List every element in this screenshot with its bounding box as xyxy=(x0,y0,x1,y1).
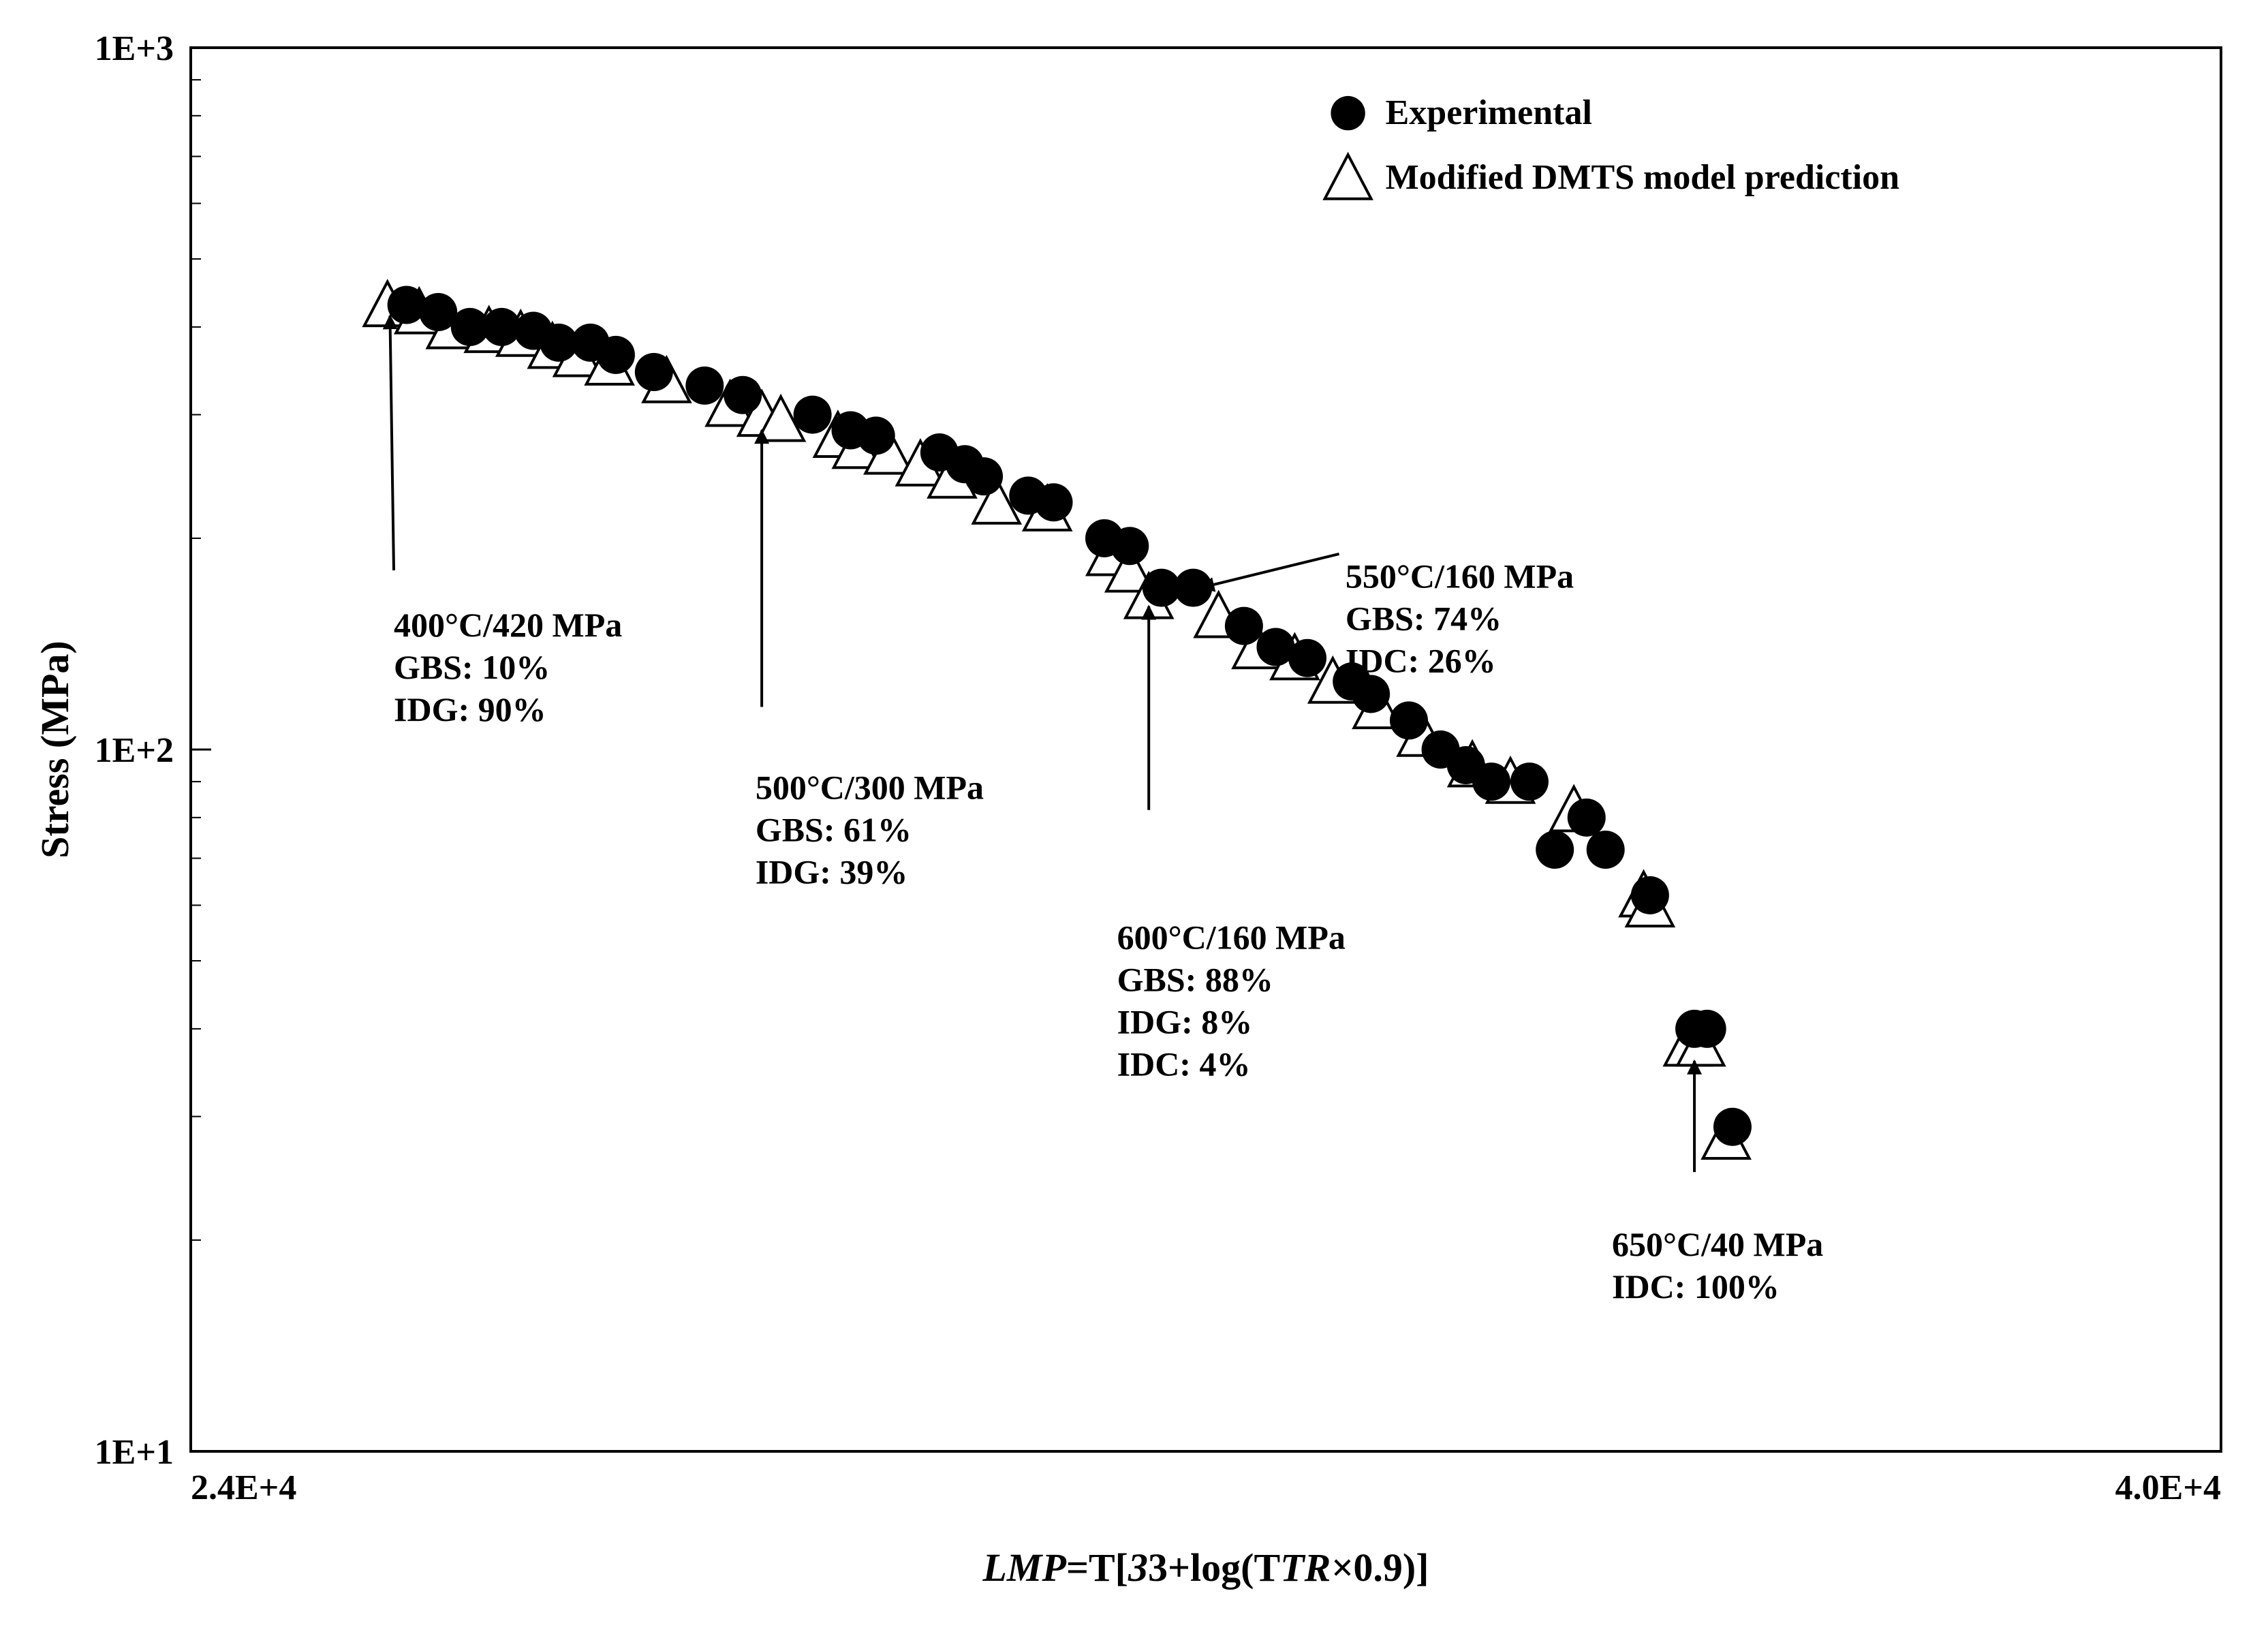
annotation-text: IDC: 100% xyxy=(1612,1267,1780,1306)
x-axis-title: LMP=T[33+log(TTR×0.9)] xyxy=(982,1545,1429,1590)
annotation-text: GBS: 88% xyxy=(1117,961,1273,999)
annotation-arrow xyxy=(1201,554,1339,588)
annotation-text: GBS: 74% xyxy=(1346,600,1502,638)
data-point-experimental xyxy=(1587,831,1625,869)
data-point-experimental xyxy=(1536,831,1574,869)
annotation-text: 550°C/160 MPa xyxy=(1346,557,1574,596)
x-tick-label: 2.4E+4 xyxy=(191,1468,296,1507)
annotation-text: IDC: 26% xyxy=(1346,642,1496,680)
data-point-experimental xyxy=(1631,876,1669,914)
data-point-experimental xyxy=(1174,569,1212,607)
legend-marker-circle-icon xyxy=(1331,96,1365,130)
plot-border xyxy=(191,48,2221,1451)
y-tick-label: 1E+2 xyxy=(95,731,174,770)
data-point-experimental xyxy=(1510,762,1549,801)
annotation-text: IDC: 4% xyxy=(1117,1045,1251,1083)
data-point-experimental xyxy=(1225,607,1263,645)
annotation-text: 650°C/40 MPa xyxy=(1612,1225,1823,1263)
annotation-text: 500°C/300 MPa xyxy=(756,769,984,807)
annotation-text: IDG: 39% xyxy=(756,853,908,891)
x-tick-label: 4.0E+4 xyxy=(2115,1468,2221,1507)
data-point-experimental xyxy=(1688,1010,1726,1048)
annotation-text: GBS: 61% xyxy=(756,811,912,849)
data-point-experimental xyxy=(1035,483,1073,521)
data-point-experimental xyxy=(1110,527,1149,565)
legend-marker-triangle-icon xyxy=(1325,155,1371,199)
y-axis-title: Stress (MPa) xyxy=(33,641,77,858)
annotation-text: 600°C/160 MPa xyxy=(1117,919,1346,957)
data-point-experimental xyxy=(1288,639,1326,677)
data-point-experimental xyxy=(724,376,762,414)
legend-label: Modified DMTS model prediction xyxy=(1386,158,1900,197)
chart-container: 1E+1 1E+2 1E+3 2.4E+4 4.0E+4 Stress (MPa) LMP=… xyxy=(0,0,2268,1651)
legend-label: Experimental xyxy=(1386,93,1592,132)
y-tick-label: 1E+3 xyxy=(95,29,174,68)
annotation-text: 400°C/420 MPa xyxy=(394,606,622,644)
lmp-stress-chart: 1E+1 1E+2 1E+3 2.4E+4 4.0E+4 Stress (MPa) LMP=… xyxy=(0,0,2268,1651)
data-point-experimental xyxy=(1713,1108,1752,1146)
data-point-experimental xyxy=(794,396,832,434)
data-point-experimental xyxy=(965,457,1003,495)
data-point-experimental xyxy=(388,286,426,324)
data-point-experimental xyxy=(1472,762,1510,801)
data-point-experimental xyxy=(1390,701,1428,739)
data-point-experimental xyxy=(1352,675,1390,713)
y-tick-label: 1E+1 xyxy=(95,1433,174,1472)
annotation-text: GBS: 10% xyxy=(394,648,550,686)
annotation-text: IDG: 8% xyxy=(1117,1003,1253,1041)
annotation-text: IDG: 90% xyxy=(394,690,546,728)
data-point-experimental xyxy=(685,367,724,405)
data-point-experimental xyxy=(857,416,895,454)
data-point-experimental xyxy=(1568,799,1606,837)
data-point-experimental xyxy=(635,353,673,391)
data-point-experimental xyxy=(597,336,635,374)
annotation-arrow xyxy=(390,315,394,570)
